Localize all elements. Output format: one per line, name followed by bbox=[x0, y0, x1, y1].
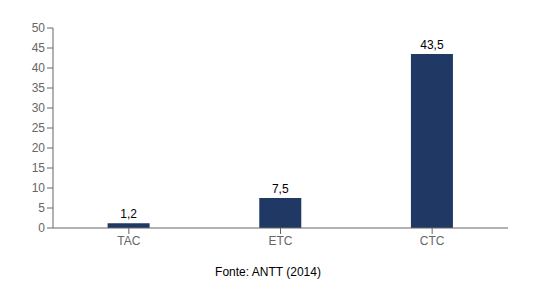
svg-text:CTC: CTC bbox=[420, 234, 445, 248]
svg-text:7,5: 7,5 bbox=[272, 182, 289, 196]
svg-text:0: 0 bbox=[38, 221, 45, 235]
svg-text:5: 5 bbox=[38, 201, 45, 215]
svg-text:1,2: 1,2 bbox=[120, 207, 137, 221]
svg-text:45: 45 bbox=[32, 41, 46, 55]
svg-text:40: 40 bbox=[32, 61, 46, 75]
svg-text:15: 15 bbox=[32, 161, 46, 175]
svg-text:50: 50 bbox=[32, 21, 46, 35]
svg-text:TAC: TAC bbox=[117, 234, 140, 248]
svg-text:43,5: 43,5 bbox=[420, 38, 444, 52]
svg-text:20: 20 bbox=[32, 141, 46, 155]
svg-text:25: 25 bbox=[32, 121, 46, 135]
svg-text:35: 35 bbox=[32, 81, 46, 95]
svg-text:ETC: ETC bbox=[269, 234, 293, 248]
svg-text:30: 30 bbox=[32, 101, 46, 115]
svg-text:10: 10 bbox=[32, 181, 46, 195]
html-text:Fonte: ANTT (2014): Fonte: ANTT (2014) bbox=[215, 265, 321, 279]
